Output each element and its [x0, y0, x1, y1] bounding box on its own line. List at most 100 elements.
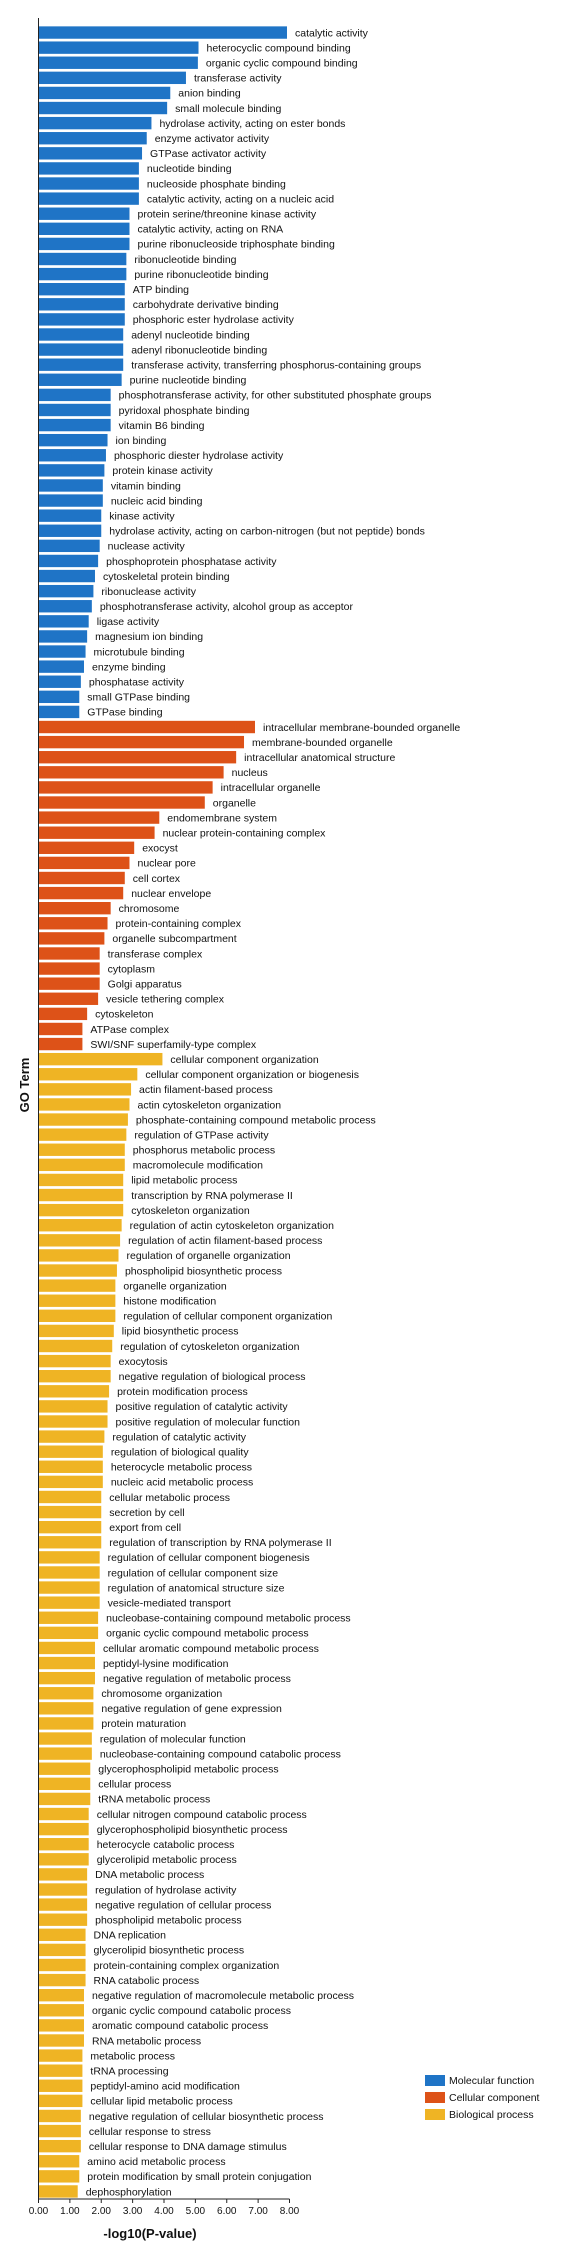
bar-0-13 [38, 222, 130, 235]
bar-2-28 [38, 1475, 103, 1489]
bar-label: regulation of biological quality [111, 1446, 250, 1458]
bar-label: enzyme binding [92, 661, 166, 673]
bar-label: amino acid metabolic process [87, 2156, 225, 2168]
bar-0-40 [38, 630, 88, 643]
bar-2-3 [38, 1098, 130, 1111]
bar-2-22 [38, 1385, 110, 1398]
bar-label: vitamin binding [111, 480, 181, 492]
bar-label: negative regulation of cellular process [95, 1899, 271, 1911]
bar-label: vesicle-mediated transport [108, 1597, 231, 1609]
bar-0-35 [38, 554, 99, 568]
bar-label: protein maturation [101, 1718, 186, 1730]
bar-2-0 [38, 1052, 163, 1066]
bar-2-10 [38, 1203, 124, 1217]
x-tick-label: 4.00 [154, 2206, 174, 2217]
bar-label: secretion by cell [109, 1507, 184, 1519]
bar-label: cellular aromatic compound metabolic pro… [103, 1643, 319, 1655]
y-axis-title: GO Term [17, 1058, 32, 1113]
bar-label: RNA catabolic process [94, 1975, 200, 1987]
bar-label: organelle organization [123, 1280, 226, 1292]
bar-label: ATP binding [133, 284, 189, 296]
bar-label: catalytic activity, acting on RNA [137, 224, 283, 236]
bar-2-33 [38, 1551, 100, 1564]
bar-0-44 [38, 690, 80, 704]
bar-label: pyridoxal phosphate binding [119, 405, 250, 417]
bar-label: regulation of cellular component organiz… [123, 1311, 332, 1323]
bar-label: protein modification by small protein co… [87, 2171, 311, 2183]
bar-label: DNA replication [94, 1930, 167, 1942]
bar-label: regulation of anatomical structure size [108, 1582, 285, 1594]
bar-0-20 [38, 328, 124, 341]
bar-label: regulation of GTPase activity [134, 1129, 269, 1141]
bar-label: endomembrane system [167, 812, 277, 824]
bar-2-20 [38, 1354, 111, 1368]
bar-label: regulation of catalytic activity [112, 1431, 246, 1443]
bar-2-4 [38, 1113, 128, 1126]
bar-label: nucleobase-containing compound catabolic… [100, 1748, 341, 1760]
bar-label: adenyl ribonucleotide binding [131, 344, 267, 356]
bar-2-60 [38, 1958, 86, 1972]
bar-1-10 [38, 871, 125, 885]
bar-label: histone modification [123, 1296, 216, 1308]
bar-label: glycerolipid metabolic process [97, 1854, 237, 1866]
bar-label: tRNA processing [90, 2065, 168, 2077]
bar-0-42 [38, 660, 84, 673]
bar-label: cytoskeleton organization [131, 1205, 250, 1217]
bar-label: intracellular membrane-bounded organelle [263, 722, 460, 734]
bar-label: regulation of transcription by RNA polym… [109, 1537, 331, 1549]
bar-2-21 [38, 1370, 111, 1383]
bar-label: positive regulation of molecular functio… [116, 1416, 301, 1428]
bar-label: ribonucleotide binding [134, 254, 236, 266]
bar-1-6 [38, 811, 160, 824]
bar-label: carbohydrate derivative binding [133, 299, 279, 311]
bar-label: protein modification process [117, 1386, 248, 1398]
bar-label: regulation of actin filament-based proce… [128, 1235, 322, 1247]
bar-0-19 [38, 313, 125, 326]
bar-2-13 [38, 1249, 119, 1262]
bar-label: peptidyl-amino acid modification [90, 2081, 240, 2093]
bar-label: negative regulation of biological proces… [119, 1371, 306, 1383]
bar-label: dephosphorylation [86, 2186, 172, 2198]
bar-2-25 [38, 1430, 105, 1443]
bar-2-12 [38, 1234, 121, 1247]
bar-label: intracellular organelle [221, 782, 321, 794]
bar-label: actin filament-based process [139, 1084, 273, 1096]
bar-label: glycerolipid biosynthetic process [94, 1945, 245, 1957]
bar-1-19 [38, 1007, 88, 1021]
bar-0-37 [38, 584, 94, 598]
bar-2-63 [38, 2004, 84, 2017]
bar-2-6 [38, 1143, 125, 1156]
bar-2-37 [38, 1611, 99, 1624]
bar-0-10 [38, 177, 139, 190]
bar-2-54 [38, 1868, 88, 1881]
bar-label: intracellular anatomical structure [244, 752, 395, 764]
bar-1-12 [38, 902, 111, 915]
bar-label: export from cell [109, 1522, 181, 1534]
bar-1-2 [38, 751, 237, 764]
bar-label: metabolic process [90, 2050, 175, 2062]
bar-label: regulation of actin cytoskeleton organiz… [130, 1220, 334, 1232]
bar-label: organelle subcompartment [112, 933, 236, 945]
bar-2-46 [38, 1747, 92, 1760]
bar-label: cytoskeletal protein binding [103, 571, 230, 583]
bar-label: heterocycle metabolic process [111, 1462, 252, 1474]
bar-label: glycerophospholipid biosynthetic process [97, 1824, 288, 1836]
bar-2-44 [38, 1717, 94, 1730]
bar-label: nucleotide binding [147, 163, 232, 175]
x-tick-label: 5.00 [186, 2206, 206, 2217]
bar-0-8 [38, 147, 143, 160]
bar-2-31 [38, 1520, 102, 1534]
bar-1-4 [38, 781, 213, 794]
bar-label: membrane-bounded organelle [252, 737, 393, 749]
bar-1-15 [38, 947, 100, 960]
bar-label: transferase activity, transferring phosp… [131, 359, 421, 371]
x-tick-label: 6.00 [217, 2206, 237, 2217]
bar-2-43 [38, 1702, 94, 1715]
bar-0-32 [38, 509, 102, 522]
legend: Molecular function Cellular component Biol… [425, 2075, 540, 2121]
bar-2-59 [38, 1943, 86, 1957]
bar-label: anion binding [178, 88, 241, 100]
bar-2-48 [38, 1777, 91, 1791]
bar-0-25 [38, 403, 111, 417]
bar-2-73 [38, 2155, 80, 2168]
